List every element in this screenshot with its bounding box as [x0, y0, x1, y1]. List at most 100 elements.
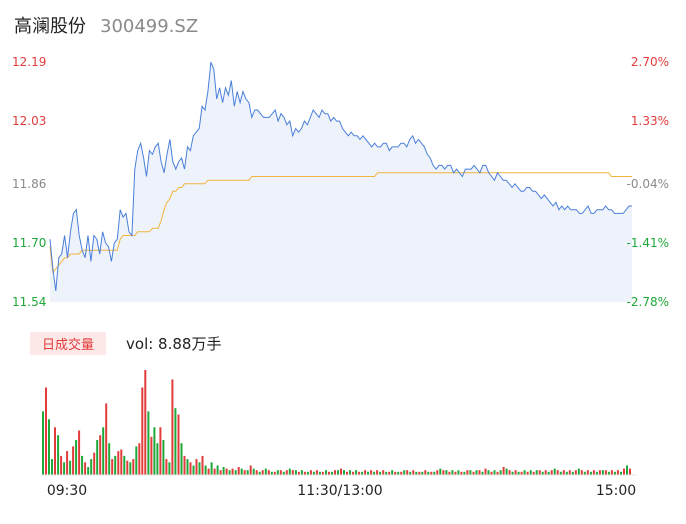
- volume-label: vol: 8.88万手: [126, 335, 222, 353]
- price-line: [49, 61, 632, 291]
- volume-bar: [535, 470, 538, 475]
- volume-bar: [150, 436, 153, 475]
- volume-bar: [601, 470, 604, 475]
- volume-bar: [177, 414, 180, 475]
- volume-bar: [258, 471, 261, 475]
- volume-bar: [598, 470, 601, 475]
- volume-bar: [216, 465, 219, 475]
- volume-bar: [586, 470, 589, 475]
- volume-bar: [114, 455, 117, 475]
- volume-bar: [565, 471, 568, 475]
- volume-bar: [228, 470, 231, 475]
- volume-bar: [159, 427, 162, 475]
- volume-bar: [629, 468, 631, 475]
- time-tick-label: 15:00: [596, 483, 636, 499]
- volume-bar: [282, 471, 285, 475]
- volume-badge[interactable]: 日成交量: [30, 332, 107, 355]
- volume-bar: [448, 471, 451, 475]
- volume-bar: [532, 471, 535, 475]
- volume-bar: [321, 471, 324, 475]
- price-tick-label: 11.70: [12, 236, 46, 250]
- volume-bar: [526, 471, 529, 475]
- volume-bar: [373, 471, 376, 475]
- volume-bar: [505, 468, 508, 475]
- volume-bar: [541, 471, 544, 475]
- volume-bar: [391, 470, 394, 475]
- volume-bar: [240, 468, 243, 475]
- volume-bar: [312, 471, 315, 475]
- volume-bar: [54, 427, 56, 475]
- volume-bar: [303, 471, 306, 475]
- volume-bar: [108, 443, 111, 475]
- volume-bar: [544, 470, 547, 475]
- volume-bar: [129, 462, 132, 475]
- volume-bar: [255, 470, 258, 475]
- volume-bar: [171, 379, 174, 475]
- volume-bar: [141, 387, 144, 475]
- volume-bar: [162, 440, 165, 475]
- volume-bar: [436, 470, 439, 475]
- volume-bar: [75, 440, 78, 475]
- volume-bar: [517, 471, 520, 475]
- volume-bar: [493, 470, 496, 475]
- volume-bar: [117, 451, 120, 475]
- volume-bar: [352, 471, 355, 475]
- volume-bar: [607, 471, 610, 475]
- volume-bar: [306, 471, 309, 475]
- volume-bar: [553, 468, 556, 475]
- price-area: [50, 62, 632, 302]
- time-tick-label: 11:30/13:00: [297, 483, 382, 499]
- volume-bar: [267, 470, 270, 475]
- volume-bar: [415, 471, 418, 475]
- volume-bar: [318, 471, 321, 475]
- volume-bar: [325, 470, 327, 475]
- volume-bar: [409, 471, 412, 475]
- volume-bar: [547, 471, 550, 475]
- volume-bar: [445, 470, 448, 475]
- volume-bar: [556, 470, 559, 475]
- volume-bar: [613, 471, 616, 475]
- volume-bar: [111, 459, 114, 475]
- volume-bar: [120, 449, 123, 475]
- volume-bar: [442, 470, 445, 475]
- stock-name: 高澜股份: [14, 16, 86, 37]
- volume-bar: [430, 471, 433, 475]
- volume-bar: [508, 470, 511, 475]
- volume-bar: [469, 470, 472, 475]
- volume-bar: [165, 459, 168, 475]
- volume-bar: [595, 471, 598, 475]
- volume-bar: [69, 460, 72, 475]
- volume-bar: [210, 462, 213, 475]
- volume-bar: [484, 468, 487, 475]
- volume-bar: [331, 471, 333, 475]
- volume-bar: [460, 471, 463, 475]
- volume-bar: [42, 411, 44, 475]
- volume-bar: [264, 468, 267, 475]
- volume-header: 日成交量 vol: 8.88万手: [30, 332, 221, 355]
- volume-bar: [358, 471, 361, 475]
- volume-bar: [616, 470, 619, 475]
- volume-bar: [589, 471, 592, 475]
- stock-header: 高澜股份 300499.SZ: [14, 12, 198, 40]
- volume-bar: [81, 455, 84, 475]
- volume-bar: [574, 470, 577, 475]
- volume-bar: [475, 470, 478, 475]
- volume-bar: [237, 467, 240, 475]
- volume-bar: [207, 468, 210, 475]
- volume-bar: [168, 462, 171, 475]
- volume-bar: [343, 470, 345, 475]
- volume-bar: [186, 459, 189, 475]
- volume-bar: [334, 470, 336, 475]
- volume-bar: [481, 471, 484, 475]
- volume-bar: [102, 427, 105, 475]
- price-tick-label: 12.03: [12, 114, 46, 128]
- volume-bar: [78, 430, 81, 475]
- volume-bar: [550, 470, 553, 475]
- volume-bar: [364, 470, 367, 475]
- volume-bar: [623, 468, 625, 475]
- volume-bar: [195, 459, 198, 475]
- volume-bar: [51, 459, 53, 475]
- volume-bar: [126, 460, 129, 475]
- volume-bar: [261, 470, 264, 475]
- volume-bar: [189, 462, 192, 475]
